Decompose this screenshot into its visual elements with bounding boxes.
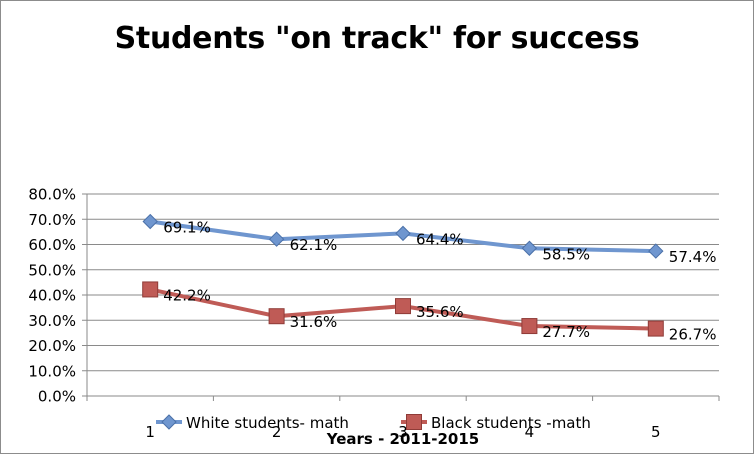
y-tick-label: 10.0% xyxy=(28,362,76,380)
data-point-marker xyxy=(521,318,538,335)
y-tick-label: 0.0% xyxy=(38,388,76,406)
y-tick-label: 50.0% xyxy=(28,261,76,279)
data-point-marker xyxy=(142,213,158,230)
legend-label: Black students -math xyxy=(431,414,591,432)
data-point-marker xyxy=(648,243,664,259)
data-label: 69.1% xyxy=(163,219,211,237)
y-tick-label: 70.0% xyxy=(28,211,76,229)
data-label: 35.6% xyxy=(416,303,464,321)
data-point-marker xyxy=(395,298,411,315)
x-tick-label: 4 xyxy=(525,423,535,441)
y-tick-label: 80.0% xyxy=(28,186,76,204)
x-tick-label: 5 xyxy=(651,423,661,441)
data-point-marker xyxy=(268,231,285,247)
x-tick-label: 2 xyxy=(272,423,282,441)
y-tick-label: 30.0% xyxy=(28,312,76,330)
data-label: 27.7% xyxy=(542,323,590,341)
data-point-marker xyxy=(268,308,285,325)
data-label: 62.1% xyxy=(290,236,338,254)
data-label: 57.4% xyxy=(669,248,717,266)
legend-marker xyxy=(161,414,177,430)
data-label: 26.7% xyxy=(669,326,717,344)
data-label: 42.2% xyxy=(163,286,211,304)
y-tick-label: 20.0% xyxy=(28,337,76,355)
data-point-marker xyxy=(521,240,538,256)
data-label: 64.4% xyxy=(416,230,464,248)
chart-title: Students "on track" for success xyxy=(114,21,640,56)
y-tick-label: 40.0% xyxy=(28,287,76,305)
x-tick-label: 3 xyxy=(398,423,408,441)
data-point-marker xyxy=(647,320,664,337)
x-tick-label: 1 xyxy=(145,423,155,441)
legend-label: White students- math xyxy=(186,414,349,432)
y-tick-label: 60.0% xyxy=(28,236,76,254)
legend-marker xyxy=(406,414,422,430)
data-point-marker xyxy=(142,281,159,298)
data-label: 58.5% xyxy=(542,245,590,263)
data-point-marker xyxy=(395,225,411,242)
x-axis-title: Years - 2011-2015 xyxy=(326,430,480,448)
data-label: 31.6% xyxy=(290,313,338,331)
